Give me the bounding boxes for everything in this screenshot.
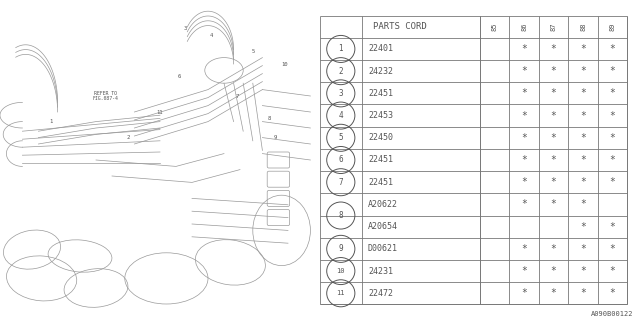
Text: *: * xyxy=(580,88,586,98)
Text: *: * xyxy=(521,199,527,209)
Text: 4: 4 xyxy=(209,33,213,38)
Text: 22451: 22451 xyxy=(368,89,393,98)
Text: 22451: 22451 xyxy=(368,178,393,187)
Text: *: * xyxy=(550,44,557,54)
Text: 22472: 22472 xyxy=(368,289,393,298)
Text: *: * xyxy=(550,199,557,209)
Text: *: * xyxy=(609,244,616,254)
Text: *: * xyxy=(550,177,557,187)
Text: *: * xyxy=(550,244,557,254)
Text: 5: 5 xyxy=(339,133,343,142)
Text: 6: 6 xyxy=(177,74,181,79)
Text: REFER TO
FIG.087-4: REFER TO FIG.087-4 xyxy=(93,91,118,101)
Text: *: * xyxy=(609,266,616,276)
Text: 86: 86 xyxy=(521,22,527,31)
Text: *: * xyxy=(609,288,616,298)
Text: 88: 88 xyxy=(580,22,586,31)
Text: 1: 1 xyxy=(339,44,343,53)
Text: *: * xyxy=(580,111,586,121)
Text: 22401: 22401 xyxy=(368,44,393,53)
Text: 2: 2 xyxy=(126,135,130,140)
Text: A20622: A20622 xyxy=(368,200,398,209)
Text: 8: 8 xyxy=(339,211,343,220)
Text: *: * xyxy=(609,155,616,165)
Text: *: * xyxy=(580,66,586,76)
Text: D00621: D00621 xyxy=(368,244,398,253)
Text: *: * xyxy=(609,44,616,54)
Text: 10: 10 xyxy=(337,268,345,274)
Text: 9: 9 xyxy=(339,244,343,253)
Text: *: * xyxy=(580,288,586,298)
Text: 22453: 22453 xyxy=(368,111,393,120)
Text: *: * xyxy=(521,266,527,276)
Text: *: * xyxy=(609,66,616,76)
Text: 85: 85 xyxy=(492,22,498,31)
Text: 3: 3 xyxy=(339,89,343,98)
Text: 9: 9 xyxy=(273,135,277,140)
Text: 22450: 22450 xyxy=(368,133,393,142)
Text: *: * xyxy=(580,244,586,254)
Text: *: * xyxy=(521,133,527,143)
Text: *: * xyxy=(550,266,557,276)
Text: 22451: 22451 xyxy=(368,156,393,164)
Text: 11: 11 xyxy=(337,290,345,296)
Text: *: * xyxy=(550,88,557,98)
Text: *: * xyxy=(521,88,527,98)
Text: 4: 4 xyxy=(339,111,343,120)
Text: *: * xyxy=(521,155,527,165)
Text: *: * xyxy=(580,266,586,276)
Text: 7: 7 xyxy=(339,178,343,187)
Text: 5: 5 xyxy=(251,49,255,54)
Text: *: * xyxy=(521,177,527,187)
Text: *: * xyxy=(609,88,616,98)
Text: *: * xyxy=(521,44,527,54)
Text: 2: 2 xyxy=(339,67,343,76)
Text: *: * xyxy=(550,155,557,165)
Text: *: * xyxy=(521,288,527,298)
Text: 10: 10 xyxy=(282,61,288,67)
Text: *: * xyxy=(550,133,557,143)
Text: *: * xyxy=(580,155,586,165)
Text: 24231: 24231 xyxy=(368,267,393,276)
Text: *: * xyxy=(580,222,586,232)
Text: *: * xyxy=(550,66,557,76)
Text: *: * xyxy=(580,199,586,209)
Text: 7: 7 xyxy=(235,93,239,99)
Text: *: * xyxy=(609,222,616,232)
Text: *: * xyxy=(609,177,616,187)
Text: *: * xyxy=(609,111,616,121)
Text: 6: 6 xyxy=(339,156,343,164)
Text: 89: 89 xyxy=(609,22,616,31)
Text: A20654: A20654 xyxy=(368,222,398,231)
Text: *: * xyxy=(521,111,527,121)
Text: 3: 3 xyxy=(184,26,188,31)
Text: *: * xyxy=(521,66,527,76)
Text: 1: 1 xyxy=(49,119,53,124)
Text: *: * xyxy=(580,44,586,54)
Text: *: * xyxy=(609,133,616,143)
Text: PARTS CORD: PARTS CORD xyxy=(373,22,427,31)
Text: A090B00122: A090B00122 xyxy=(591,311,634,317)
Text: *: * xyxy=(580,177,586,187)
Text: *: * xyxy=(550,111,557,121)
Text: 8: 8 xyxy=(267,116,271,121)
Text: *: * xyxy=(550,288,557,298)
Text: 24232: 24232 xyxy=(368,67,393,76)
Text: *: * xyxy=(521,244,527,254)
Text: 87: 87 xyxy=(550,22,557,31)
Text: 11: 11 xyxy=(157,109,163,115)
Text: *: * xyxy=(580,133,586,143)
